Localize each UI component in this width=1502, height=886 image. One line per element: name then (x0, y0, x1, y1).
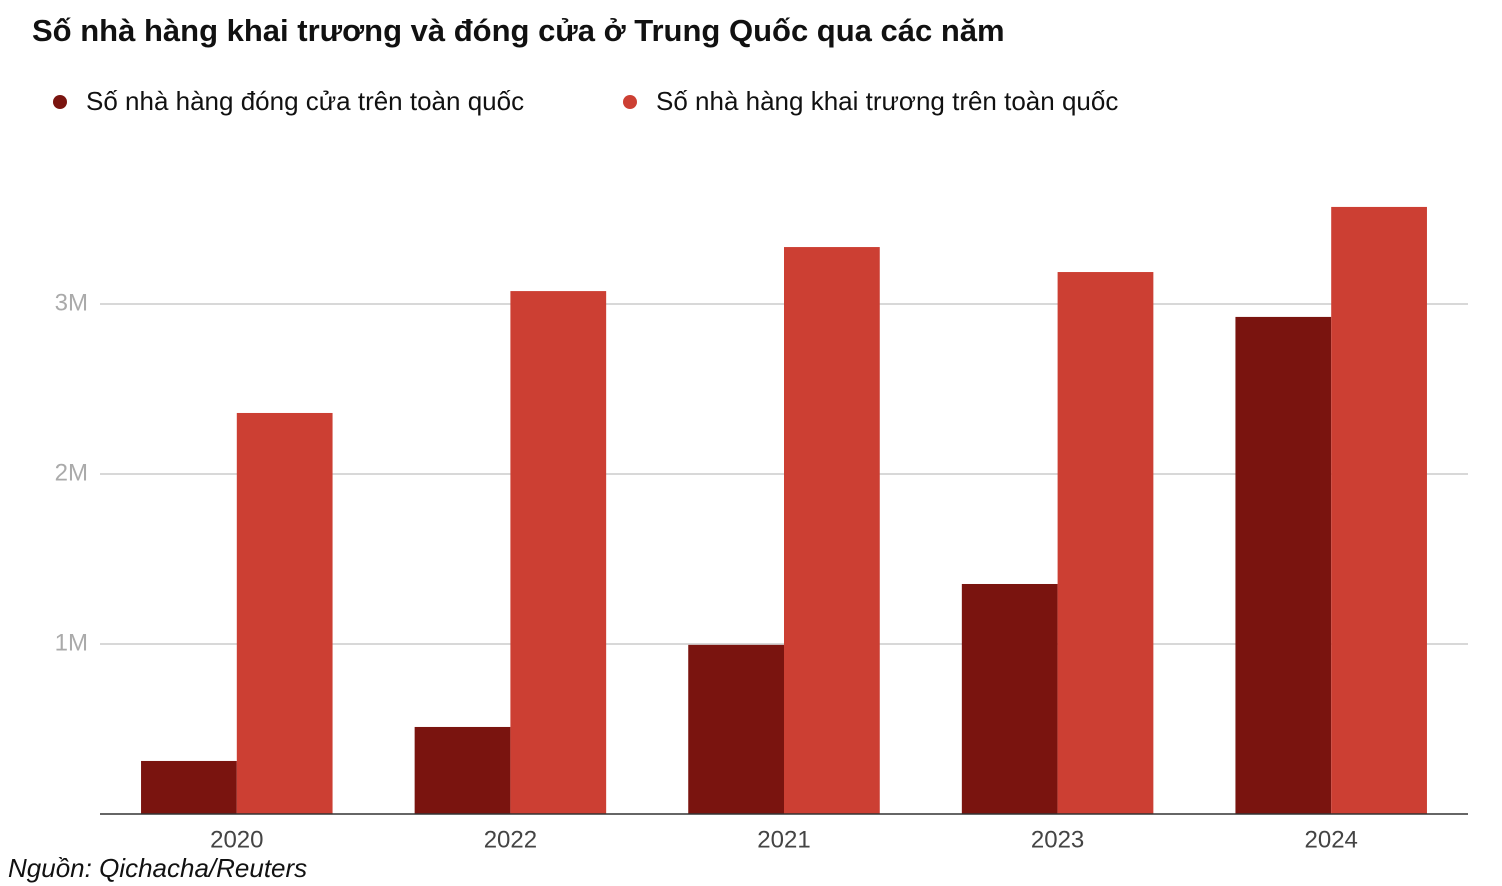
bar (141, 760, 237, 814)
x-tick-label: 2023 (1031, 826, 1084, 853)
bar (688, 644, 784, 814)
legend-marker (53, 95, 67, 109)
bar (414, 726, 511, 814)
source: Nguồn: Qichacha/Reuters (8, 853, 307, 883)
y-tick-label: 2M (55, 459, 88, 486)
x-tick-label: 2020 (210, 826, 263, 853)
legend-label: Số nhà hàng đóng cửa trên toàn quốc (86, 86, 524, 116)
y-tick-label: 3M (55, 289, 88, 316)
chart-title: Số nhà hàng khai trương và đóng cửa ở Tr… (32, 13, 1005, 48)
legend-label: Số nhà hàng khai trương trên toàn quốc (656, 86, 1118, 116)
bar (1331, 206, 1427, 814)
bar (236, 412, 333, 814)
x-tick-label: 2024 (1305, 826, 1358, 853)
legend-marker (623, 95, 637, 109)
bar (961, 583, 1058, 814)
x-tick-label: 2021 (757, 826, 810, 853)
bar (1235, 316, 1332, 814)
x-tick-label: 2022 (484, 826, 537, 853)
bar (784, 247, 880, 815)
bar (1057, 272, 1154, 814)
bar (510, 291, 607, 815)
y-tick-label: 1M (55, 629, 88, 656)
